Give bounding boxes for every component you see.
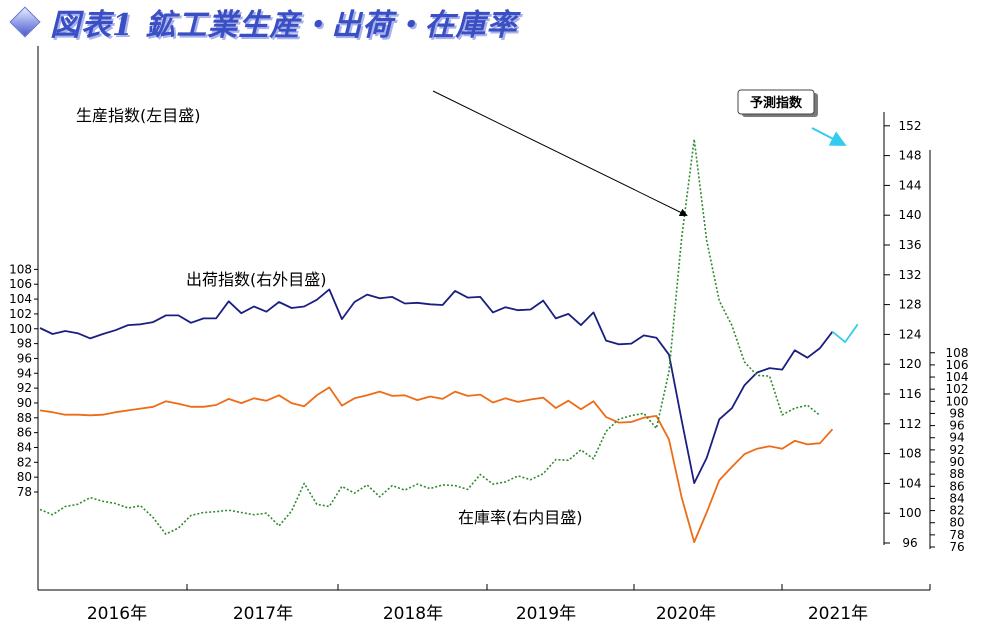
left-axis-tick-label: 108 — [9, 262, 32, 276]
right-inner-axis-tick-label: 120 — [899, 357, 922, 371]
x-axis-year-label: 2018年 — [383, 604, 443, 624]
right-outer-axis-tick-label: 82 — [949, 504, 964, 518]
right-inner-axis-tick-label: 108 — [899, 447, 922, 461]
x-axis-year-label: 2016年 — [87, 604, 147, 624]
left-axis-tick-label: 104 — [9, 292, 32, 306]
left-axis-tick-label: 80 — [17, 470, 32, 484]
right-outer-axis-tick-label: 92 — [949, 443, 964, 457]
right-inner-axis-tick-label: 96 — [902, 536, 917, 550]
annotation-shipment: 出荷指数(右外目盛) — [186, 270, 327, 289]
trend-arrow — [432, 90, 688, 216]
x-axis-year-label: 2019年 — [516, 604, 576, 624]
right-outer-axis-tick-label: 90 — [949, 455, 964, 469]
left-axis-tick-label: 102 — [9, 307, 32, 321]
forecast-arrow — [811, 127, 847, 146]
left-axis-tick-label: 84 — [17, 440, 32, 454]
chart-title-text: 図表1 鉱工業生産・出荷・在庫率 — [50, 8, 518, 43]
right-inner-axis-tick-label: 140 — [899, 208, 922, 222]
right-outer-axis-tick-label: 104 — [946, 370, 969, 384]
x-axis-year-label: 2017年 — [233, 604, 293, 624]
right-outer-axis-tick-label: 98 — [949, 406, 964, 420]
x-axis-year-label: 2021年 — [808, 604, 868, 624]
right-inner-axis-tick-label: 136 — [899, 238, 922, 252]
right-outer-axis-tick-label: 94 — [949, 431, 964, 445]
annotation-forecast: 予測指数 — [750, 95, 803, 111]
chart-title: 図表1 鉱工業生産・出荷・在庫率 — [8, 2, 518, 43]
right-outer-axis-tick-label: 106 — [946, 358, 969, 372]
right-outer-axis-tick-label: 100 — [946, 394, 969, 408]
left-axis-tick-label: 92 — [17, 381, 32, 395]
right-inner-axis-tick-label: 144 — [899, 178, 922, 192]
right-outer-axis-tick-label: 76 — [949, 540, 964, 554]
annotation-production: 生産指数(左目盛) — [76, 106, 201, 125]
right-outer-axis-tick-label: 80 — [949, 516, 964, 530]
right-inner-axis-tick-label: 148 — [899, 149, 922, 163]
left-axis-tick-label: 100 — [9, 322, 32, 336]
right-inner-axis-tick-label: 104 — [899, 476, 922, 490]
x-axis-year-label: 2020年 — [656, 604, 716, 624]
left-axis-tick-label: 98 — [17, 337, 32, 351]
right-inner-axis-tick-label: 152 — [899, 119, 922, 133]
right-outer-axis-tick-label: 96 — [949, 419, 964, 433]
forecast-index-line — [831, 323, 859, 343]
right-outer-axis-tick-label: 84 — [949, 491, 964, 505]
right-inner-axis-tick-label: 124 — [899, 327, 922, 341]
right-inner-axis-tick-label: 100 — [899, 506, 922, 520]
left-axis-tick-label: 90 — [17, 396, 32, 410]
left-axis-tick-label: 88 — [17, 411, 32, 425]
right-outer-axis-tick-label: 108 — [946, 346, 969, 360]
right-inner-axis-tick-label: 132 — [899, 268, 922, 282]
annotation-inventory: 在庫率(右内目盛) — [458, 508, 583, 527]
shipment-index-line — [39, 386, 834, 543]
inventory-ratio-line — [39, 138, 821, 535]
right-outer-axis-tick-label: 78 — [949, 528, 964, 542]
left-axis-tick-label: 86 — [17, 426, 32, 440]
right-outer-axis-tick-label: 88 — [949, 467, 964, 481]
left-axis-tick-label: 96 — [17, 351, 32, 365]
right-outer-axis-tick-label: 102 — [946, 382, 969, 396]
left-axis-tick-label: 106 — [9, 277, 32, 291]
left-axis-tick-label: 82 — [17, 455, 32, 469]
right-outer-axis-tick-label: 86 — [949, 479, 964, 493]
forecast-label-box — [737, 89, 815, 115]
right-inner-axis-tick-label: 112 — [899, 417, 922, 431]
production-index-line — [39, 288, 834, 484]
left-axis-tick-label: 94 — [17, 366, 32, 380]
right-inner-axis-tick-label: 116 — [899, 387, 922, 401]
right-inner-axis-tick-label: 128 — [899, 298, 922, 312]
left-axis-tick-label: 78 — [17, 485, 32, 499]
